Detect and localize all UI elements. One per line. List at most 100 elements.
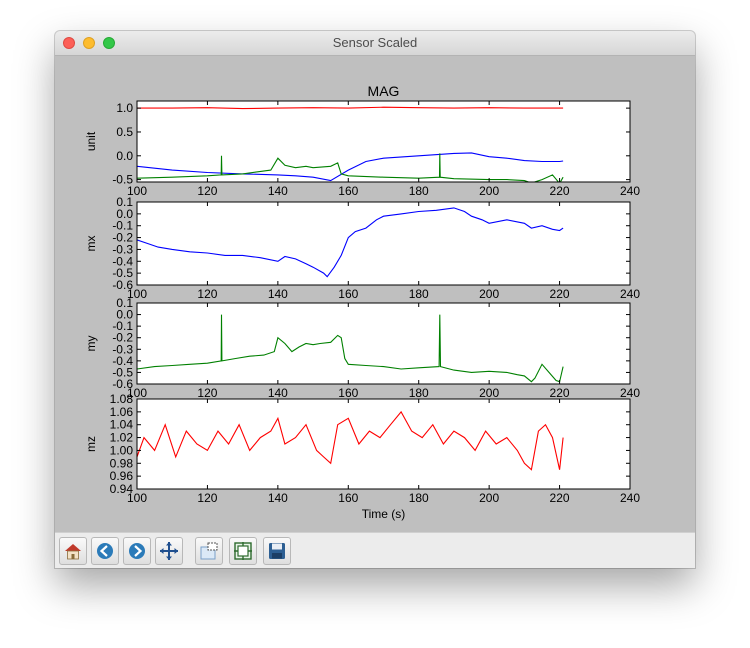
plot1-ylabel: unit (84, 131, 98, 151)
plot3-ytick-label: 0.1 (116, 296, 133, 310)
back-button[interactable] (91, 537, 119, 565)
plot4-xtick-label: 200 (479, 491, 499, 505)
minimize-button[interactable] (83, 37, 95, 49)
title-bar: Sensor Scaled (55, 31, 695, 56)
plot2-xtick-label: 240 (620, 287, 640, 301)
save-icon (269, 543, 285, 559)
plot1-title: MAG (368, 83, 400, 99)
plot3-xtick-label: 240 (620, 386, 640, 400)
plot4-ylabel: mz (84, 436, 98, 452)
plot3-xtick-label: 200 (479, 386, 499, 400)
pan-icon (160, 542, 178, 560)
maximize-button[interactable] (103, 37, 115, 49)
plot4-series-red (137, 410, 564, 471)
plot1-axes-background (137, 101, 630, 182)
plot2-ytick-label: 0.0 (116, 207, 133, 221)
plot2-ytick-label: 0.1 (116, 195, 133, 209)
plot4-axes-background (137, 399, 630, 489)
plot4-ytick-label: 0.94 (110, 482, 134, 496)
plot3-ytick-label: -0.5 (112, 365, 133, 379)
plot4-xlabel: Time (s) (362, 507, 406, 521)
plot2-ytick-label: -0.4 (112, 254, 133, 268)
plot2-axes-frame (136, 201, 631, 286)
plot1-ytick-label: 0.5 (116, 125, 133, 139)
plot2-ytick-label: -0.5 (112, 266, 133, 280)
plot4-xtick-label: 140 (268, 491, 288, 505)
plot1-ytick-label: 1.0 (116, 101, 133, 115)
plot3-xtick-label: 100 (127, 386, 147, 400)
plot1-xtick-label: 180 (409, 184, 429, 198)
plot4-ytick-label: 1.04 (110, 418, 134, 432)
plot2-axes-background (137, 202, 630, 285)
plot2-xtick-label: 160 (338, 287, 358, 301)
plot4-ytick-label: 1.08 (110, 392, 134, 406)
plot1-series-red (137, 106, 564, 110)
plot2-xtick-label: 180 (409, 287, 429, 301)
plot4-ytick-label: 0.96 (110, 469, 134, 483)
home-button[interactable] (59, 537, 87, 565)
plot2-xtick-label: 120 (197, 287, 217, 301)
plot2-ytick-label: -0.2 (112, 231, 133, 245)
plot2-xtick-label: 220 (550, 287, 570, 301)
plot2-ylabel: mx (84, 236, 98, 252)
figure-svg: 100 120 140 160 180 200 220 240 1.0 0.5 0.0 -0.5 uni… (84, 83, 640, 521)
plot3-ytick-label: -0.6 (112, 377, 133, 391)
plot4-ytick-label: 1.00 (110, 443, 134, 457)
plot1-series-blue (137, 152, 564, 182)
pan-button[interactable] (155, 537, 183, 565)
plot1-axes-frame (136, 100, 631, 183)
plot3-ytick-label: -0.3 (112, 342, 133, 356)
plot1-ytick-label: -0.5 (112, 173, 133, 187)
plot4-xtick-label: 220 (550, 491, 570, 505)
plot2-xtick-label: 100 (127, 287, 147, 301)
subplots-button[interactable] (229, 537, 257, 565)
plot3-axes-frame (136, 302, 631, 385)
plot2-ytick-label: -0.3 (112, 242, 133, 256)
plot2-series-blue (137, 207, 564, 278)
plot4-ytick-label: 1.02 (110, 431, 134, 445)
plot3-xtick-label: 160 (338, 386, 358, 400)
plot4-xtick-label: 160 (338, 491, 358, 505)
plot3-ytick-label: 0.0 (116, 308, 133, 322)
forward-button[interactable] (123, 537, 151, 565)
plot1-series-green (137, 153, 564, 182)
plot3-ytick-label: -0.4 (112, 354, 133, 368)
plot1-xtick-label: 240 (620, 184, 640, 198)
plot4-axes-frame (136, 398, 631, 490)
plot3-ylabel: my (84, 336, 98, 352)
plot4-xtick-label: 100 (127, 491, 147, 505)
plot3-xtick-label: 180 (409, 386, 429, 400)
back-icon (97, 543, 113, 559)
plot3-ytick-label: -0.2 (112, 331, 133, 345)
plot3-xtick-label: 220 (550, 386, 570, 400)
window-title: Sensor Scaled (332, 35, 418, 50)
plot4-ytick-label: 1.06 (110, 405, 134, 419)
zoom-icon (200, 542, 218, 560)
plot4-xtick-label: 240 (620, 491, 640, 505)
plot2-ytick-label: -0.1 (112, 219, 133, 233)
forward-icon (129, 543, 145, 559)
plot2-xtick-label: 140 (268, 287, 288, 301)
plot1-xtick-label: 120 (197, 184, 217, 198)
plot-canvas[interactable]: 100 120 140 160 180 200 220 240 1.0 0.5 0.0 -0.5 uni… (55, 56, 695, 532)
plot2-ytick-label: -0.6 (112, 278, 133, 292)
plot3-axes-background (137, 303, 630, 384)
plot1-xtick-label: 220 (550, 184, 570, 198)
plot3-xtick-label: 140 (268, 386, 288, 400)
plot1-xtick-label: 140 (268, 184, 288, 198)
zoom-button[interactable] (195, 537, 223, 565)
close-button[interactable] (63, 37, 75, 49)
plot1-xtick-label: 100 (127, 184, 147, 198)
plot1-xtick-label: 200 (479, 184, 499, 198)
save-button[interactable] (263, 537, 291, 565)
plot3-series-green (137, 314, 564, 383)
navigation-toolbar (55, 532, 695, 568)
plot3-ytick-label: -0.1 (112, 319, 133, 333)
plot4-xtick-label: 120 (197, 491, 217, 505)
plot1-ytick-label: 0.0 (116, 149, 133, 163)
plot4-xtick-label: 180 (409, 491, 429, 505)
plot4-ytick-label: 0.98 (110, 456, 134, 470)
plot1-xtick-label: 160 (338, 184, 358, 198)
home-icon (65, 544, 81, 560)
plot2-xtick-label: 200 (479, 287, 499, 301)
